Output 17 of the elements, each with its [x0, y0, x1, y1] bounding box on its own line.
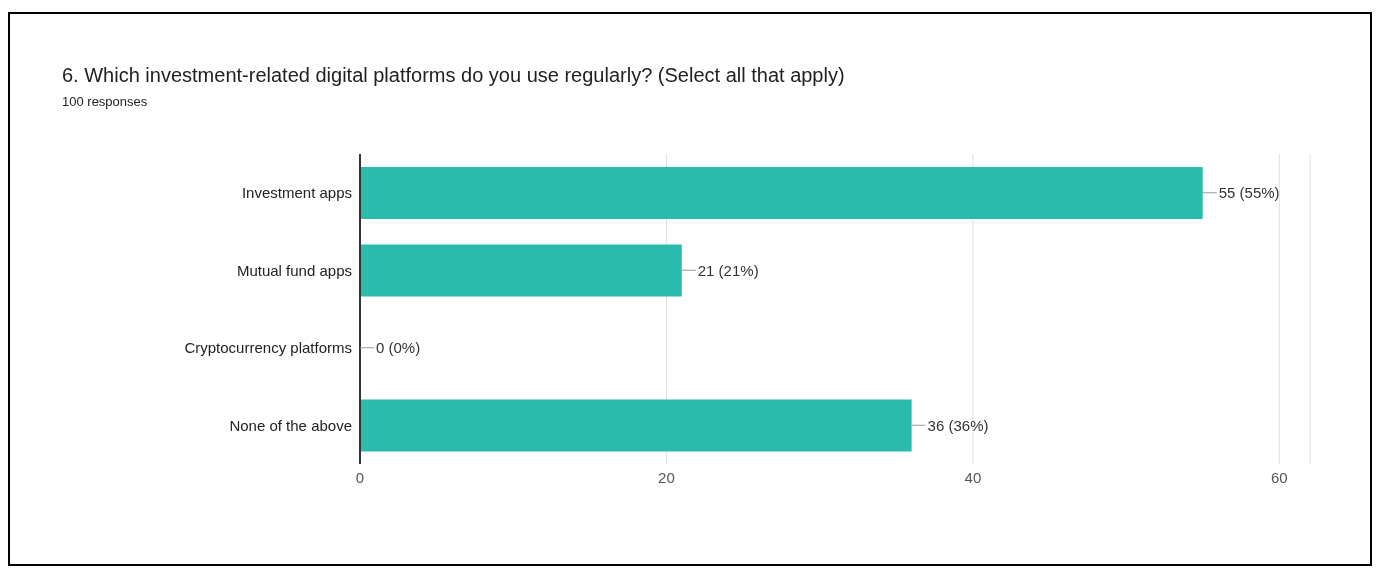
data-label: 21 (21%)	[697, 261, 759, 279]
y-tick-label: Investment apps	[241, 184, 352, 202]
bar	[360, 167, 1203, 219]
y-tick-label: Cryptocurrency platforms	[184, 339, 352, 357]
data-label: 0 (0%)	[376, 339, 421, 356]
data-label: 36 (36%)	[927, 416, 989, 434]
chart-title: 6. Which investment-related digital platforms do you use regularly? (Select all that apply)	[62, 64, 845, 87]
bar	[360, 399, 912, 452]
x-tick-label: 60	[1271, 468, 1288, 486]
x-tick-label: 40	[964, 468, 982, 486]
x-tick-label: 0	[355, 468, 365, 486]
data-label: 55 (55%)	[1218, 184, 1280, 201]
y-tick-label: Mutual fund apps	[236, 261, 352, 279]
y-tick-label: None of the above	[229, 416, 352, 434]
text: 100 responses	[62, 94, 148, 109]
x-tick-label: 20	[658, 468, 675, 486]
bar	[360, 244, 682, 297]
